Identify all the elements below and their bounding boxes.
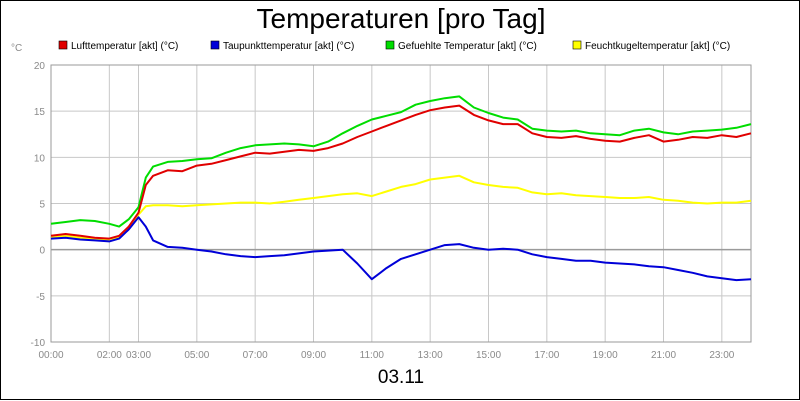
- x-tick-label: 00:00: [38, 350, 63, 361]
- series-line-3: [50, 174, 752, 242]
- series-line-2: [50, 95, 752, 228]
- plot-border: [50, 64, 752, 343]
- y-tick-label: -10: [31, 338, 46, 349]
- x-tick-label: 09:00: [301, 350, 326, 361]
- grid-lines: [50, 64, 751, 343]
- y-tick-label: 15: [34, 107, 46, 118]
- x-tick-label: 19:00: [593, 350, 618, 361]
- x-tick-label: 11:00: [360, 350, 385, 361]
- legend-swatch-2: [385, 40, 395, 50]
- legend-swatch-1: [210, 40, 220, 50]
- x-tick-label: 07:00: [243, 350, 268, 361]
- x-tick-label: 03:00: [126, 350, 151, 361]
- x-tick-label: 17:00: [534, 350, 559, 361]
- x-tick-label: 21:00: [651, 350, 676, 361]
- legend-label-2: Gefuehlte Temperatur [akt] (°C): [398, 41, 537, 52]
- y-tick-label: 10: [34, 153, 46, 164]
- x-tick-label: 15:00: [476, 350, 501, 361]
- series-line-0: [50, 104, 752, 240]
- axes: 00:00 02:00 03:00 05:00 07:00 09:00 11:00 13:00…: [11, 43, 752, 361]
- series-lines: [50, 95, 752, 282]
- legend: Lufttemperatur [akt] (°C) Taupunkttempera…: [58, 40, 730, 52]
- series-line-1: [50, 216, 752, 282]
- date-label: 03.11: [377, 367, 425, 388]
- x-tick-label: 13:00: [418, 350, 443, 361]
- legend-label-3: Feuchtkugeltemperatur [akt] (°C): [585, 41, 730, 52]
- y-unit-label: °C: [11, 43, 22, 54]
- legend-label-0: Lufttemperatur [akt] (°C): [71, 41, 178, 52]
- y-tick-label: 20: [34, 61, 46, 72]
- x-tick-label: 05:00: [184, 350, 209, 361]
- y-tick-label: 0: [39, 246, 45, 257]
- legend-swatch-3: [572, 40, 582, 50]
- y-tick-label: -5: [36, 292, 45, 303]
- legend-label-1: Taupunkttemperatur [akt] (°C): [223, 41, 354, 52]
- y-tick-label: 5: [39, 200, 45, 211]
- x-tick-label: 02:00: [97, 350, 122, 361]
- x-tick-label: 23:00: [709, 350, 734, 361]
- chart-title: Temperaturen [pro Tag]: [256, 3, 546, 34]
- legend-swatch-0: [58, 40, 68, 50]
